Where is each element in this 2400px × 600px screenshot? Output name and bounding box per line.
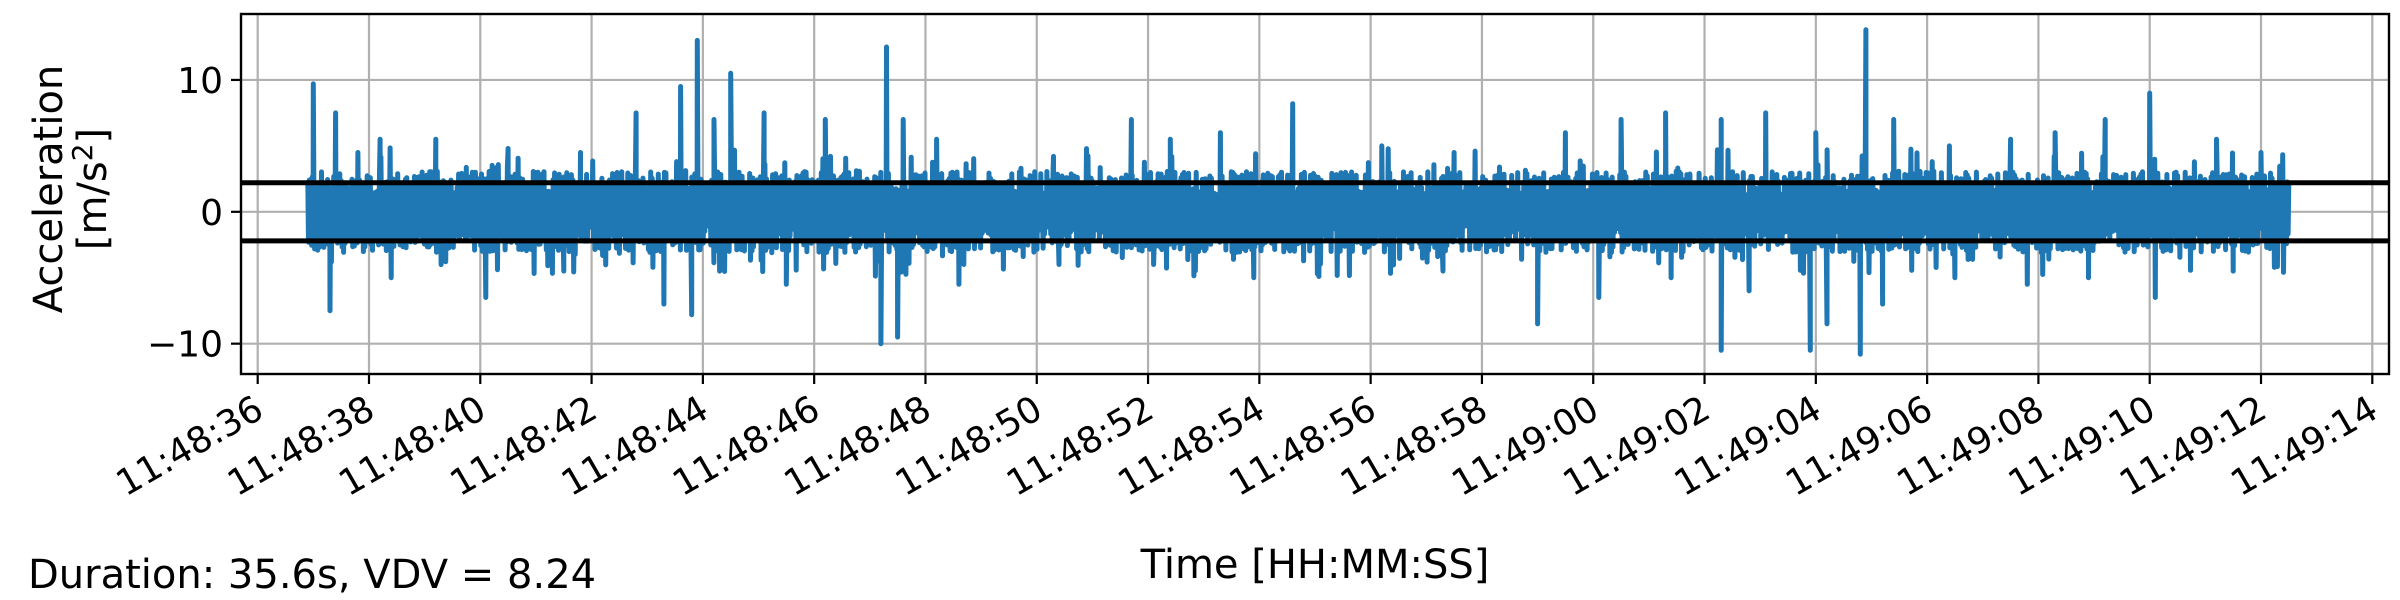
y-axis-unit-label: [m/s2] [66, 128, 116, 250]
y-axis-unit-suffix: ] [70, 128, 116, 144]
x-axis-label: Time [HH:MM:SS] [1140, 542, 1490, 588]
acceleration-line [305, 27, 2292, 357]
y-axis: 10 0 −10 [147, 61, 241, 366]
y-tick-label: 10 [177, 61, 223, 102]
y-axis-unit-superscript: 2 [66, 143, 99, 161]
series-acceleration [305, 27, 2292, 357]
y-tick-label: −10 [147, 325, 223, 366]
summary-text: Duration: 35.6s, VDV = 8.24 [28, 552, 597, 598]
y-tick-label: 0 [200, 193, 223, 234]
y-axis-unit-prefix: [m/s [70, 161, 116, 250]
y-axis-label: Acceleration [26, 65, 72, 314]
plot-frame [239, 12, 2391, 376]
threshold-lines [241, 180, 2389, 244]
x-axis: 11:48:3611:48:3811:48:4011:48:4211:48:44… [110, 374, 2385, 505]
